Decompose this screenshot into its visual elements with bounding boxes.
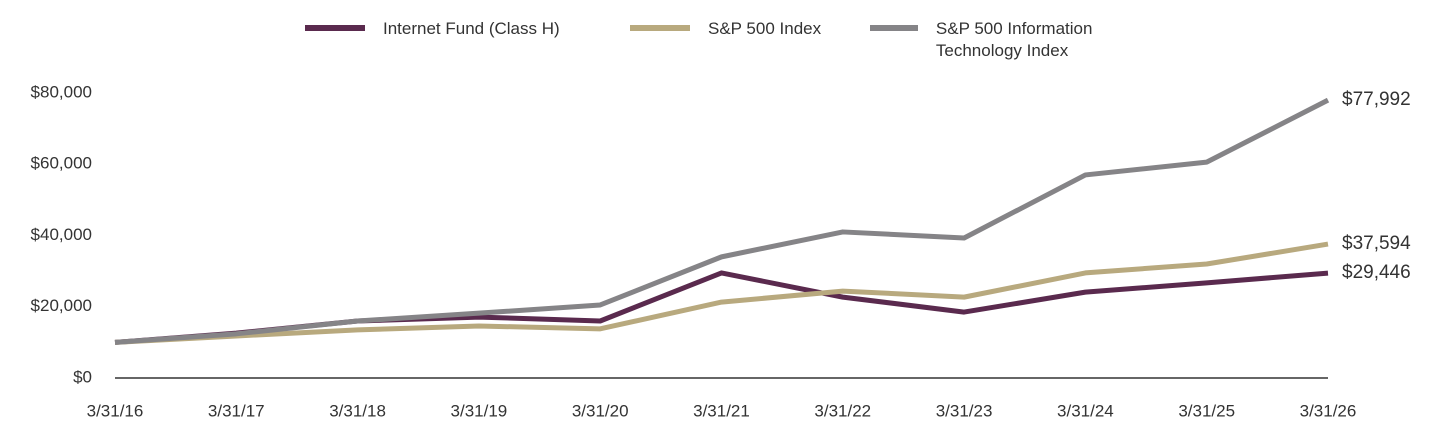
x-tick-label: 3/31/20 (572, 401, 629, 420)
value-label: $29,446 (1342, 262, 1411, 283)
legend-label: S&P 500 Information Technology Index (935, 19, 1093, 60)
legend-swatch (305, 25, 365, 31)
x-tick-label: 3/31/16 (87, 401, 144, 420)
legend: Internet Fund (Class H) S&P 500 Index S&P … (305, 18, 1170, 62)
value-label: $77,992 (1342, 89, 1411, 110)
y-tick-label: $60,000 (31, 154, 92, 173)
legend-swatch (630, 25, 690, 31)
legend-item: S&P 500 Index (630, 18, 870, 62)
x-tick-label: 3/31/21 (693, 401, 750, 420)
x-tick-label: 3/31/19 (451, 401, 508, 420)
legend-item: Internet Fund (Class H) (305, 18, 630, 62)
series-line (114, 97, 1330, 345)
legend-item: S&P 500 Information Technology Index (870, 18, 1170, 62)
x-tick-label: 3/31/17 (208, 401, 265, 420)
series-line (114, 241, 1329, 345)
y-tick-label: $80,000 (31, 82, 92, 101)
y-tick-label: $0 (73, 367, 92, 386)
legend-label: S&P 500 Index (708, 19, 822, 38)
x-tick-label: 3/31/22 (814, 401, 871, 420)
legend-label: Internet Fund (Class H) (383, 19, 560, 38)
value-label: $37,594 (1342, 233, 1411, 254)
x-tick-label: 3/31/23 (936, 401, 993, 420)
legend-swatch (870, 25, 918, 31)
x-tick-label: 3/31/26 (1300, 401, 1357, 420)
y-tick-label: $20,000 (31, 296, 92, 315)
x-tick-label: 3/31/18 (329, 401, 386, 420)
x-tick-label: 3/31/25 (1178, 401, 1235, 420)
x-tick-label: 3/31/24 (1057, 401, 1114, 420)
y-tick-label: $40,000 (31, 225, 92, 244)
